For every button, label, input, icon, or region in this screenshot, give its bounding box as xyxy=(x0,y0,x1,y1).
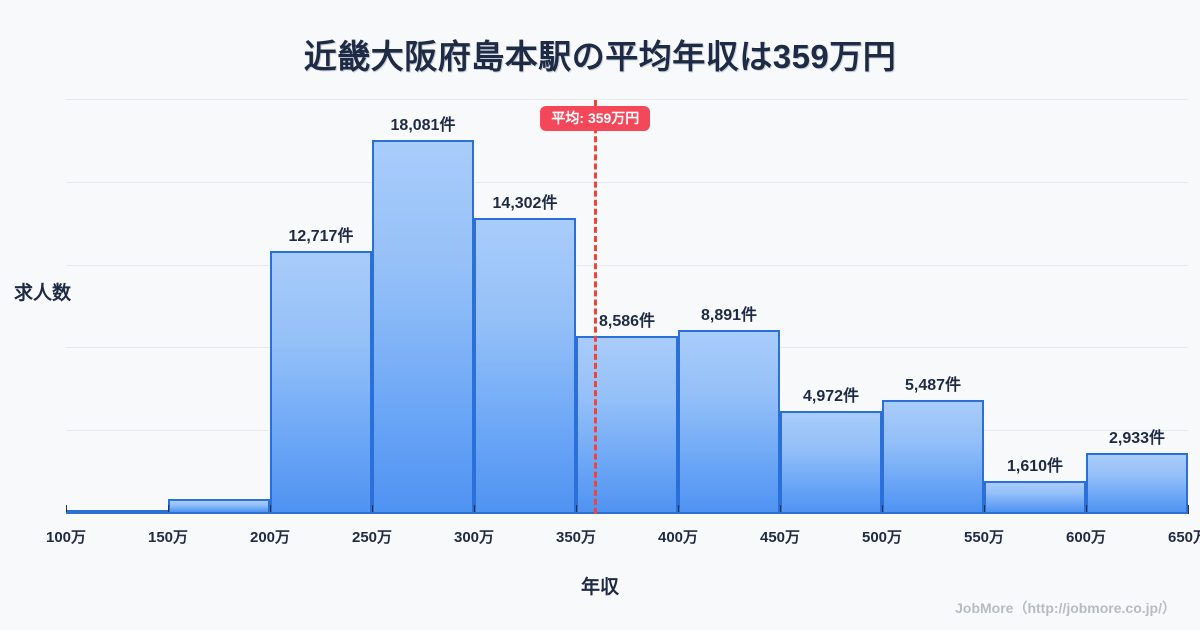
x-tick xyxy=(168,505,169,514)
x-tick-label: 650万 xyxy=(1167,529,1200,546)
gridline xyxy=(66,181,1188,183)
bar-series: 12,717件 18,081件 14,302件 8,586件 8,891件 4,972件 5… xyxy=(66,100,1188,514)
bar-value-label: 5,487件 xyxy=(904,377,962,395)
bar-value-label: 18,081件 xyxy=(390,116,456,134)
x-tick-label: 150万 xyxy=(147,529,189,546)
x-tick-label: 600万 xyxy=(1065,529,1107,546)
bar-value-label: 1,610件 xyxy=(1006,457,1064,475)
x-tick-label: 450万 xyxy=(759,529,801,546)
x-tick-label: 100万 xyxy=(45,529,87,546)
gridline xyxy=(66,99,1188,100)
x-tick xyxy=(1188,505,1189,514)
x-tick-label: 200万 xyxy=(249,529,291,546)
y-axis-title: 求人数 xyxy=(14,283,72,304)
bar[interactable] xyxy=(372,139,474,514)
bar-value-label: 8,586件 xyxy=(598,313,656,331)
bar-value-label: 4,972件 xyxy=(802,388,860,406)
footer-credit: JobMore（http://jobmore.co.jp/） xyxy=(955,600,1176,616)
x-tick-label: 350万 xyxy=(555,529,597,546)
page-title: 近畿大阪府島本駅の平均年収は359万円 xyxy=(303,38,897,75)
gridline xyxy=(66,264,1188,266)
bar[interactable] xyxy=(1086,453,1188,514)
x-tick xyxy=(984,505,985,514)
bar[interactable] xyxy=(780,411,882,514)
bar[interactable] xyxy=(984,480,1086,514)
x-tick-label: 500万 xyxy=(861,529,903,546)
x-tick xyxy=(882,505,883,514)
bar-value-label: 2,933件 xyxy=(1108,430,1166,448)
x-axis-title: 年収 xyxy=(580,577,619,598)
x-tick xyxy=(372,505,373,514)
bar-value-label: 14,302件 xyxy=(492,194,558,212)
x-tick xyxy=(66,505,67,514)
x-tick-label: 250万 xyxy=(351,529,393,546)
bar[interactable] xyxy=(882,400,984,514)
x-tick xyxy=(780,505,781,514)
bar[interactable] xyxy=(576,336,678,514)
bar[interactable] xyxy=(270,250,372,514)
average-line xyxy=(594,100,598,514)
bar-value-label: 12,717件 xyxy=(288,227,354,245)
x-tick-label: 300万 xyxy=(453,529,495,546)
bar[interactable] xyxy=(678,329,780,514)
x-axis-line xyxy=(66,512,1188,514)
x-tick xyxy=(474,505,475,514)
x-tick xyxy=(1086,505,1087,514)
x-tick-label: 400万 xyxy=(657,529,699,546)
x-tick xyxy=(576,505,577,514)
bar-value-label: 8,891件 xyxy=(700,306,758,324)
plot-area: 12,717件 18,081件 14,302件 8,586件 8,891件 4,972件 5… xyxy=(46,99,1200,546)
bar[interactable] xyxy=(474,217,576,514)
x-tick xyxy=(678,505,679,514)
x-tick-label: 550万 xyxy=(963,529,1005,546)
average-badge: 平均: 359万円 xyxy=(540,106,651,131)
x-tick xyxy=(270,505,271,514)
